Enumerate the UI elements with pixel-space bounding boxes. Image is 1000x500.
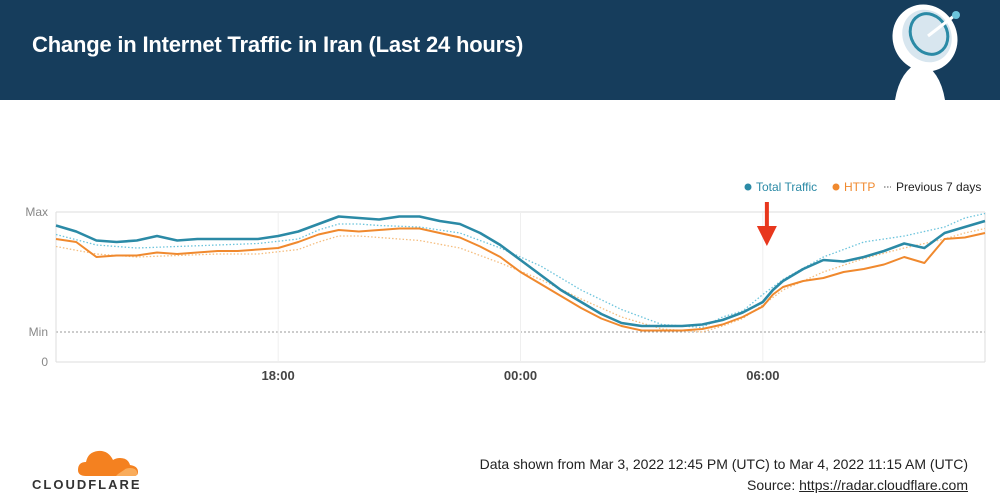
chart-title: Change in Internet Traffic in Iran (Last… <box>32 32 524 57</box>
x-tick-label: 00:00 <box>504 368 537 383</box>
x-tick-label: 18:00 <box>262 368 295 383</box>
source-line: Source: https://radar.cloudflare.com <box>480 475 968 496</box>
source-label: Source: <box>746 477 800 493</box>
y-tick-label: Min <box>29 325 48 339</box>
date-range-text: Data shown from Mar 3, 2022 12:45 PM (UT… <box>479 456 968 472</box>
x-tick-label: 06:00 <box>746 368 779 383</box>
series-line-http <box>55 227 986 332</box>
legend-marker <box>832 183 840 191</box>
cloudflare-logo-icon <box>78 450 138 476</box>
footer-note: Data shown from Mar 3, 2022 12:45 PM (UT… <box>480 454 968 496</box>
header-banner: Change in Internet Traffic in Iran (Last… <box>0 0 1000 100</box>
source-link[interactable]: https://radar.cloudflare.com <box>799 477 968 493</box>
legend-label: Previous 7 days <box>896 180 981 194</box>
series-line-total-traffic-previous-7-days <box>55 212 986 329</box>
legend-label: HTTP <box>844 180 875 194</box>
cloudflare-wordmark: CLOUDFLARE <box>32 477 142 492</box>
annotation-arrow-head <box>756 226 777 246</box>
series-line-total-traffic <box>55 215 986 328</box>
legend-marker <box>744 183 752 191</box>
series-line-http-previous-7-days <box>55 227 986 333</box>
legend-label: Total Traffic <box>756 180 817 194</box>
y-tick-label: Max <box>25 205 48 219</box>
y-tick-label: 0 <box>41 355 48 369</box>
traffic-line-chart: Max Min 0 18:00 00:00 06:00 Total Traffic HTTP… <box>25 180 986 383</box>
satellite-dish-icon <box>892 4 960 100</box>
